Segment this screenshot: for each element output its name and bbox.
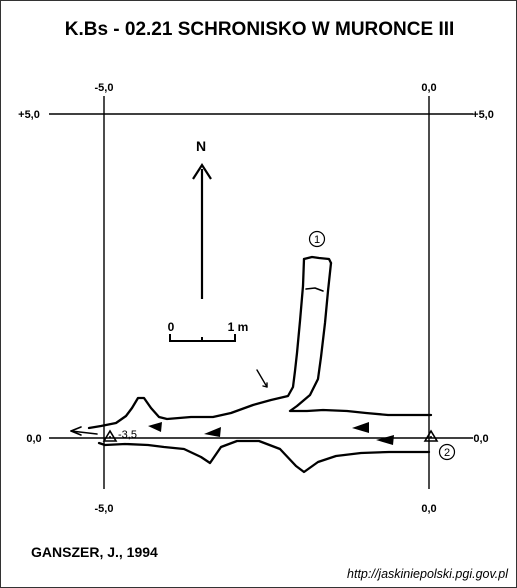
- slope-arrow-4: [376, 435, 394, 445]
- chimney-right-wall: [288, 261, 433, 417]
- source-url: http://jaskiniepolski.pgi.gov.pl: [347, 567, 508, 581]
- grid-lines: [49, 96, 473, 489]
- survey-station-right-icon: [423, 429, 439, 442]
- survey-station-left-icon: [102, 429, 118, 442]
- small-pointer-arrow: [256, 369, 268, 388]
- grid-label-right-lower: 0,0: [473, 433, 488, 445]
- grid-label-right-upper: +5,0: [472, 109, 494, 121]
- entrance-arrow-shaft: [70, 430, 98, 435]
- cave-floor-wall: [97, 439, 431, 474]
- north-arrow: N: [192, 138, 212, 299]
- slope-arrow-1: [148, 422, 162, 432]
- chimney-mid-mark: [305, 287, 324, 292]
- chimney-top: [302, 255, 333, 265]
- north-label: N: [196, 138, 206, 154]
- grid-label-top-left: -5,0: [95, 82, 114, 94]
- slope-arrows: [148, 422, 394, 445]
- slope-arrow-2: [204, 427, 221, 437]
- point-marker-2-label: 2: [444, 447, 450, 459]
- cave-outline: [70, 255, 433, 474]
- entrance-arrow-head: [70, 426, 82, 436]
- chimney-left-wall: [87, 257, 306, 430]
- grid-label-bottom-right: 0,0: [421, 503, 436, 515]
- scale-bar: 0 1 m: [168, 320, 249, 342]
- survey-author: GANSZER, J., 1994: [31, 544, 158, 560]
- grid-label-left-lower: 0,0: [26, 433, 41, 445]
- scale-bar-start-label: 0: [168, 320, 175, 334]
- scale-bar-end-label: 1 m: [228, 320, 249, 334]
- map-title: K.Bs - 02.21 SCHRONISKO W MURONCE III: [64, 19, 455, 40]
- grid-label-left-upper: +5,0: [18, 109, 40, 121]
- small-pointer-head: [262, 382, 268, 388]
- point-marker-2: 2: [438, 443, 456, 461]
- slope-arrow-3: [352, 422, 369, 433]
- grid-label-bottom-left: -5,0: [95, 503, 114, 515]
- point-marker-1-label: 1: [314, 234, 320, 246]
- point-marker-1: 1: [308, 230, 326, 248]
- survey-station-depth-label: -3,5: [118, 429, 137, 441]
- grid-label-top-right: 0,0: [421, 82, 436, 94]
- survey-stations: -3,5: [102, 429, 439, 442]
